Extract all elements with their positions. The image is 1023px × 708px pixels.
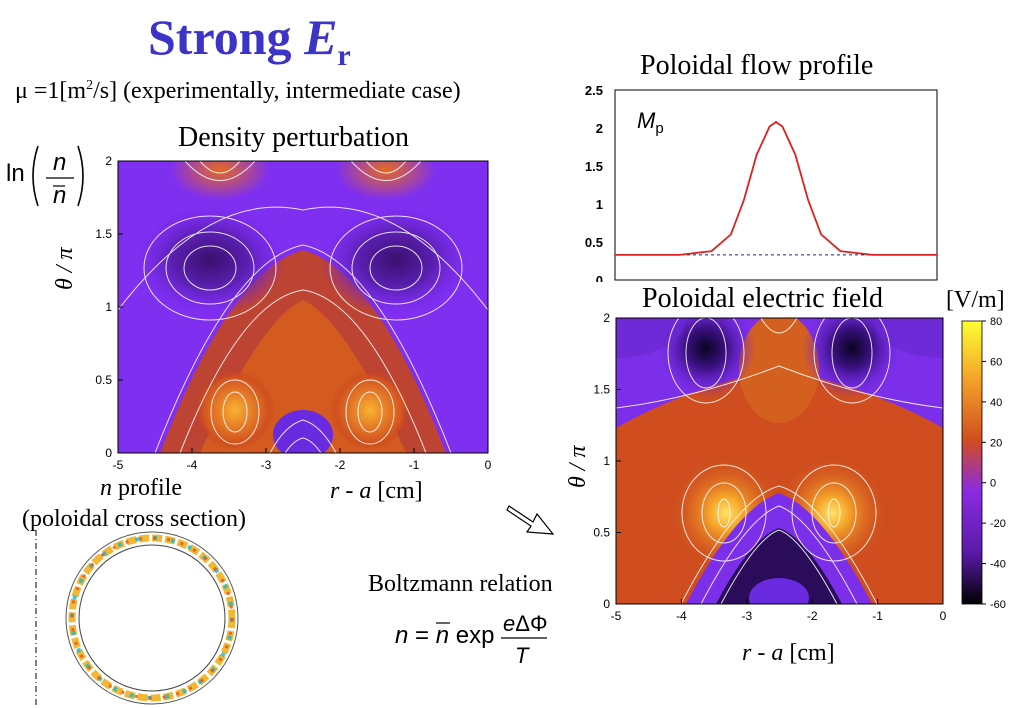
y-tick-label: 1: [105, 300, 112, 314]
cross-section-ring: [35, 530, 239, 705]
efield-field: [616, 318, 943, 604]
flow-y-ticks: 0 0.5 1 1.5 2 2.5: [585, 83, 603, 282]
flow-y-tick-label: 0.5: [585, 235, 603, 250]
efield-xlabel-var: r - a: [742, 640, 784, 666]
colorbar-tick-label: 80: [990, 316, 1002, 328]
density-field: [118, 161, 488, 453]
flow-series-line: [615, 120, 937, 256]
perturbation-ring-red: [70, 536, 234, 700]
arrow-icon: [506, 505, 555, 535]
colorbar-tick-label: 40: [990, 397, 1002, 409]
mu-subtitle: μ =1[m2/s] (experimentally, intermediate…: [15, 78, 461, 105]
n-profile-rest: profile: [112, 475, 182, 501]
eq-denominator: T: [515, 643, 530, 668]
mu-label: μ =1[m: [15, 78, 87, 104]
colorbar-tick-label: -40: [990, 559, 1006, 571]
efield-ylabel: θ / π: [565, 446, 592, 488]
efield-xlabel: r - a [cm]: [742, 640, 835, 667]
x-tick-label: 0: [940, 609, 947, 623]
colorbar-tick-label: -60: [990, 599, 1006, 611]
x-tick-label: -3: [261, 458, 272, 472]
efield-colorbar: [961, 320, 983, 605]
density-title: Density perturbation: [178, 122, 409, 153]
density-xlabel-unit: [cm]: [371, 478, 423, 504]
x-tick-label: -4: [187, 458, 198, 472]
flow-frame: [614, 89, 938, 281]
mu-rest: /s] (experimentally, intermediate case): [93, 78, 461, 104]
efield-y-ticks: 0 0.5 1 1.5 2: [593, 311, 621, 611]
slide-title: Strong Er: [148, 8, 351, 73]
y-tick-label: 0: [603, 597, 610, 611]
density-ylabel-text: θ / π: [52, 247, 78, 290]
flow-title: Poloidal flow profile: [640, 50, 874, 81]
colorbar-tick-label: 60: [990, 356, 1002, 368]
flow-y-tick-label: 2: [596, 121, 603, 136]
n-profile-label: n profile: [100, 475, 182, 502]
colorbar-tick-label: 0: [990, 478, 996, 490]
y-tick-label: 2: [105, 154, 112, 168]
y-tick-label: 0.5: [593, 526, 610, 540]
density-xlabel: r - a [cm]: [330, 478, 423, 505]
flow-y-tick-label: 1: [596, 197, 603, 212]
colorbar-tick-label: -20: [990, 518, 1006, 530]
title-var: E: [304, 9, 338, 65]
efield-ylabel-text: θ / π: [565, 445, 591, 488]
right-paren: [77, 145, 84, 207]
mu-sup: 2: [86, 78, 94, 93]
boltzmann-label: Boltzmann relation: [368, 571, 553, 597]
density-xlabel-var: r - a: [330, 478, 372, 504]
flow-y-tick-label: 2.5: [585, 83, 603, 98]
efield-colorbar-title: [V/m]: [946, 287, 1005, 313]
cross-section-label: (poloidal cross section): [22, 506, 246, 532]
x-tick-label: -5: [611, 609, 622, 623]
flow-y-tick-label: 1.5: [585, 159, 603, 174]
title-sub: r: [337, 39, 351, 72]
x-tick-label: -2: [807, 609, 818, 623]
x-tick-label: -1: [872, 609, 883, 623]
left-paren: [32, 145, 39, 207]
density-y-ticks: 0 0.5 1 1.5 2: [95, 154, 123, 460]
x-tick-label: -3: [741, 609, 752, 623]
y-tick-label: 1.5: [593, 383, 610, 397]
eq-lhs: n = n exp: [395, 622, 494, 649]
x-tick-label: -4: [676, 609, 687, 623]
efield-heatmap-chart: -5 -4 -3 -2 -1 0 0 0.5 1 1.5 2 80 60 40 20 0 -20 -40 -60: [593, 311, 1006, 623]
y-tick-label: 1.5: [95, 227, 112, 241]
colorbar-tick-label: 20: [990, 437, 1002, 449]
n-denominator: n: [53, 182, 66, 209]
outer-wall: [65, 531, 239, 705]
density-ylabel: θ / π: [52, 248, 79, 290]
x-tick-label: -2: [335, 458, 346, 472]
y-tick-label: 1: [603, 454, 610, 468]
boltzmann-equation: n = n exp eΔΦ T: [395, 611, 548, 668]
n-profile-var: n: [100, 475, 112, 501]
inner-wall: [78, 544, 226, 692]
efield-title: Poloidal electric field: [642, 283, 884, 314]
title-prefix: Strong: [148, 9, 305, 65]
eq-numerator: eΔΦ: [503, 611, 548, 636]
x-tick-label: 0: [485, 458, 492, 472]
y-tick-label: 0.5: [95, 373, 112, 387]
density-heatmap-chart: -5-4-3-2-10 00.511.52 1.41.210.80.60.40.…: [95, 154, 492, 472]
y-tick-label: 0: [105, 446, 112, 460]
flow-line-chart: 00.511.522.5 Mp: [585, 83, 938, 282]
ln-text: ln: [6, 160, 25, 187]
density-x-ticks: -5 -4 -3 -2 -1 0: [113, 448, 492, 472]
efield-xlabel-unit: [cm]: [783, 640, 835, 666]
efield-x-ticks: -5 -4 -3 -2 -1 0: [611, 599, 947, 623]
flow-y-tick-label: 0: [596, 273, 603, 282]
x-tick-label: -5: [113, 458, 124, 472]
y-tick-label: 2: [603, 311, 610, 325]
efield-colorbar-ticks: 80 60 40 20 0 -20 -40 -60: [982, 316, 1006, 611]
ln-n-label: ln n n: [6, 145, 84, 209]
x-tick-label: -1: [409, 458, 420, 472]
n-numerator: n: [53, 149, 66, 176]
